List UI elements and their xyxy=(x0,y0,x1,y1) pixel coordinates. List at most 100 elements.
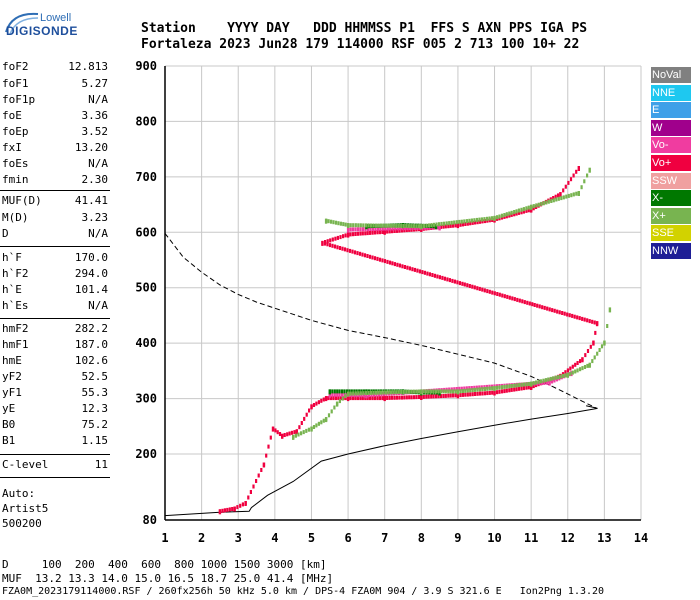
trace-mark xyxy=(293,430,296,435)
trace-mark xyxy=(505,388,508,393)
trace-mark xyxy=(413,267,416,272)
trace-mark xyxy=(326,242,329,247)
trace-mark xyxy=(486,391,489,396)
trace-mark xyxy=(561,311,564,315)
trace-mark xyxy=(437,389,440,394)
trace-mark xyxy=(568,313,571,318)
trace-mark xyxy=(297,432,300,437)
trace-mark xyxy=(452,393,455,398)
trace-mark xyxy=(455,387,458,391)
trace-mark xyxy=(400,223,403,228)
trace-mark xyxy=(352,232,355,237)
trace-mark xyxy=(348,393,351,397)
trace-mark xyxy=(371,230,374,235)
trace-mark xyxy=(362,223,365,228)
trace-mark xyxy=(478,219,482,224)
trace-mark xyxy=(386,229,389,234)
trace-point xyxy=(335,401,339,407)
trace-mark xyxy=(441,275,444,280)
trace-mark xyxy=(349,223,352,228)
trace-mark xyxy=(496,292,499,296)
trace-mark xyxy=(415,389,418,394)
legend-nne: NNE xyxy=(651,84,691,101)
trace-mark xyxy=(331,243,334,248)
param-d: D N/A xyxy=(2,227,108,243)
trace-mark xyxy=(413,395,416,400)
trace-point xyxy=(434,224,438,230)
trace-point xyxy=(365,393,368,399)
trace-mark xyxy=(346,248,349,253)
param-label: MUF(D) xyxy=(2,194,42,207)
trace-mark xyxy=(427,394,430,399)
trace-mark xyxy=(522,209,525,214)
trace-point xyxy=(548,380,551,386)
y-tick-label: 200 xyxy=(135,447,157,461)
trace-mark xyxy=(554,375,557,380)
trace-mark xyxy=(520,386,523,391)
trace-mark xyxy=(571,370,574,375)
trace-mark xyxy=(452,389,455,394)
trace-mark xyxy=(352,391,355,396)
trace-mark xyxy=(435,222,438,227)
trace-point xyxy=(592,340,595,346)
trace-mark xyxy=(425,394,428,399)
trace-mark xyxy=(436,274,439,279)
trace-mark xyxy=(333,244,337,249)
trace-mark xyxy=(483,387,486,391)
trace-mark xyxy=(276,430,279,435)
x-tick-label: 5 xyxy=(308,531,315,545)
trace-mark xyxy=(393,262,396,267)
trace-mark xyxy=(557,196,560,201)
trace-mark xyxy=(358,251,362,256)
trace-mark xyxy=(385,390,388,395)
series-x xyxy=(292,167,612,440)
series-vo xyxy=(218,166,599,515)
param-label: h`E xyxy=(2,283,22,296)
trace-mark xyxy=(418,269,421,274)
trace-mark xyxy=(401,226,404,231)
trace-mark xyxy=(520,210,523,215)
trace-mark xyxy=(448,278,451,283)
trace-mark xyxy=(395,228,399,233)
y-tick-label: 500 xyxy=(135,281,157,295)
trace-mark xyxy=(399,226,402,231)
trace-mark xyxy=(339,396,342,401)
trace-mark xyxy=(427,389,430,394)
trace-mark xyxy=(388,229,391,234)
trace-mark xyxy=(366,227,370,232)
trace-mark xyxy=(471,392,474,397)
trace-mark xyxy=(505,212,508,217)
trace-mark xyxy=(565,194,568,199)
trace-mark xyxy=(446,277,449,282)
trace-mark xyxy=(496,390,499,395)
trace-mark xyxy=(491,290,494,295)
trace-mark xyxy=(331,389,334,394)
trace-mark xyxy=(432,222,436,227)
divider xyxy=(0,477,110,478)
y-tick-label: 700 xyxy=(135,170,157,184)
trace-mark xyxy=(586,173,589,178)
trace-point xyxy=(493,390,496,396)
trace-mark xyxy=(305,412,308,417)
trace-mark xyxy=(395,223,398,228)
trace-mark xyxy=(442,394,445,398)
trace-mark xyxy=(470,218,473,223)
trace-mark xyxy=(486,216,489,221)
trace-mark xyxy=(303,416,306,421)
param-value: 52.5 xyxy=(81,370,109,383)
trace-mark xyxy=(386,226,389,231)
trace-mark xyxy=(381,230,384,234)
trace-mark xyxy=(453,220,456,225)
param-hf2: h`F2 294.0 xyxy=(2,267,108,283)
trace-mark xyxy=(526,300,529,305)
trace-mark xyxy=(324,240,327,244)
trace-mark xyxy=(573,314,576,319)
trace-mark xyxy=(525,385,528,390)
trace-mark xyxy=(571,364,574,369)
legend-vo: Vo- xyxy=(651,137,691,154)
param-b0: B0 75.2 xyxy=(2,418,108,434)
trace-mark xyxy=(341,389,344,394)
trace-mark xyxy=(410,395,413,400)
y-tick-label: 600 xyxy=(135,225,157,239)
trace-mark xyxy=(384,226,387,231)
